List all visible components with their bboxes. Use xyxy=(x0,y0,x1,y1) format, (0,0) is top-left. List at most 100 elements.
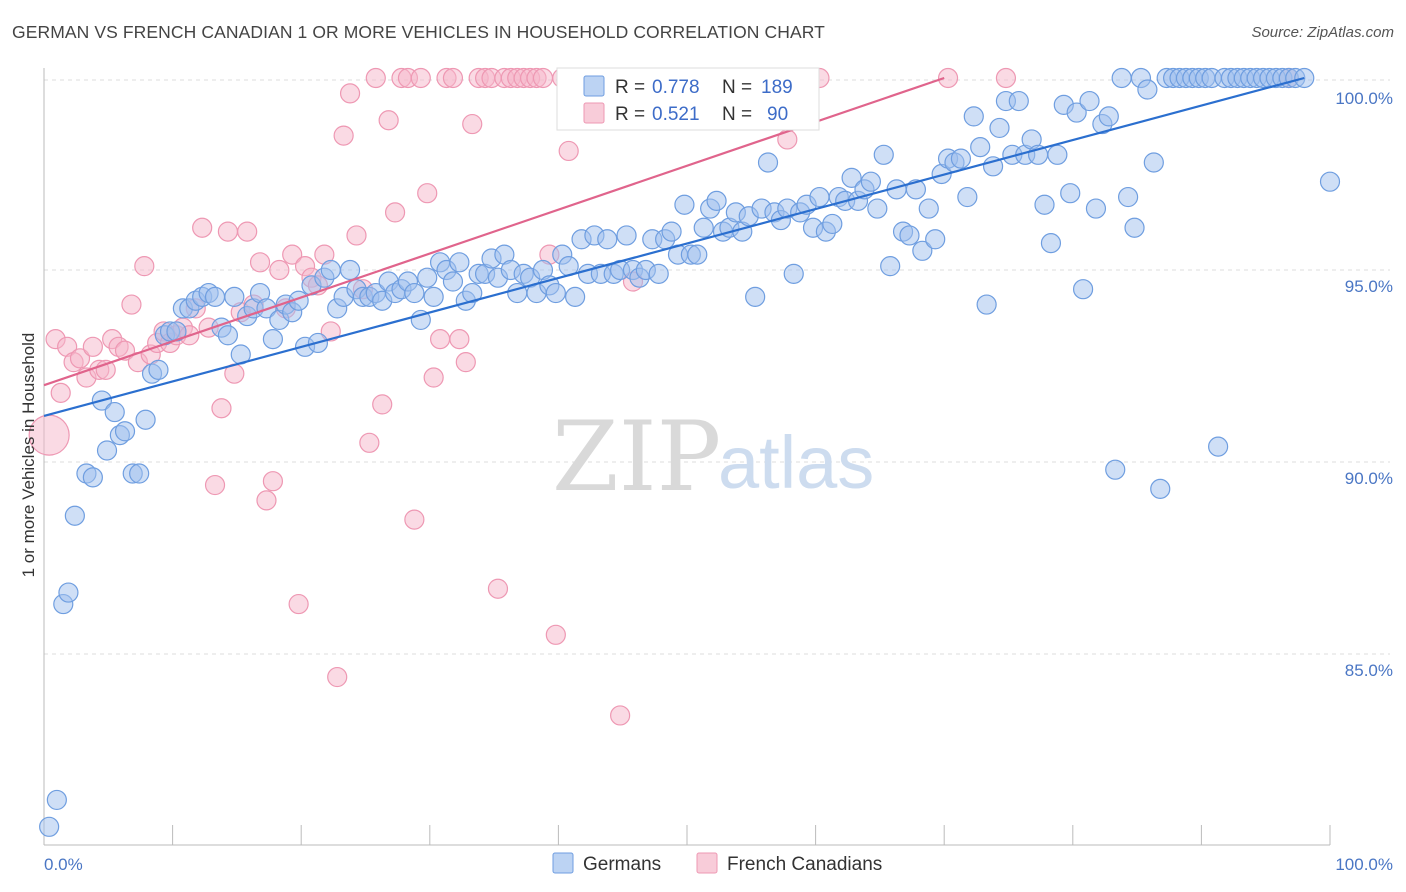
legend-r-label: R = xyxy=(615,104,645,125)
data-point xyxy=(1085,198,1107,219)
x-tick-label: 0.0% xyxy=(44,855,83,874)
data-point xyxy=(114,421,136,442)
bottom-legend-germans: Germans xyxy=(583,854,661,875)
data-point xyxy=(256,490,277,511)
data-point xyxy=(1060,183,1081,204)
data-point xyxy=(320,259,341,281)
legend-r-value: 0.521 xyxy=(652,104,700,125)
y-tick-label: 95.0% xyxy=(1345,277,1393,296)
data-point xyxy=(417,183,438,204)
data-point xyxy=(217,325,238,346)
data-point xyxy=(745,286,766,307)
data-point xyxy=(423,286,444,307)
data-point xyxy=(50,382,71,403)
data-point xyxy=(899,225,920,246)
watermark: ZIP atlas xyxy=(552,401,874,513)
data-point xyxy=(1034,194,1055,215)
top-legend: R = 0.778 N = 189 R = 0.521 N = 90 xyxy=(556,67,820,131)
data-point xyxy=(950,148,972,169)
watermark-atlas: atlas xyxy=(718,421,874,504)
data-point xyxy=(69,348,91,369)
data-point xyxy=(565,286,586,307)
data-point xyxy=(46,789,67,811)
data-point xyxy=(809,186,830,208)
data-point xyxy=(661,221,682,242)
data-point xyxy=(217,221,238,242)
data-point xyxy=(39,816,60,837)
data-point xyxy=(372,394,393,415)
data-point xyxy=(1117,186,1139,208)
chart-source: Source: ZipAtlas.com xyxy=(1251,24,1394,41)
data-point xyxy=(269,259,290,281)
data-point xyxy=(429,329,451,350)
data-point xyxy=(1208,436,1229,457)
data-point xyxy=(610,705,631,726)
data-point xyxy=(1143,152,1164,173)
data-point xyxy=(970,137,991,158)
data-point xyxy=(288,593,309,615)
data-point xyxy=(1079,90,1100,112)
data-point xyxy=(757,152,779,173)
data-point xyxy=(822,213,843,235)
data-point xyxy=(487,578,509,599)
bottom-legend-french-canadians: French Canadians xyxy=(727,854,882,875)
data-point xyxy=(616,225,637,246)
data-point xyxy=(134,256,155,277)
data-point xyxy=(384,202,406,223)
data-point xyxy=(327,666,348,688)
data-point xyxy=(1098,106,1119,127)
data-point xyxy=(860,171,881,192)
data-point xyxy=(648,263,669,284)
data-point xyxy=(404,282,425,304)
bottom-legend: Germans French Canadians xyxy=(552,852,882,875)
data-point xyxy=(121,294,142,315)
bottom-legend-swatch-french-canadians xyxy=(696,852,718,874)
data-point xyxy=(674,194,695,215)
data-point xyxy=(339,259,361,281)
data-point xyxy=(96,440,118,461)
watermark-zip: ZIP xyxy=(552,401,721,513)
axes xyxy=(43,68,1331,846)
data-point xyxy=(1150,478,1171,499)
data-point xyxy=(417,267,438,288)
data-point xyxy=(706,190,727,211)
data-point xyxy=(693,217,714,238)
data-point xyxy=(378,110,399,131)
data-point xyxy=(423,367,444,388)
data-point xyxy=(462,282,483,304)
data-point xyxy=(135,409,156,430)
data-point xyxy=(937,67,959,89)
data-point xyxy=(359,432,380,453)
data-point xyxy=(1137,79,1158,100)
data-point xyxy=(687,244,708,265)
data-point xyxy=(783,263,804,284)
data-point xyxy=(282,244,303,265)
data-point xyxy=(982,156,1004,177)
data-point xyxy=(148,359,169,380)
data-point xyxy=(912,240,933,261)
french-canadians-points xyxy=(28,67,1299,726)
legend-n-value: 90 xyxy=(767,104,788,125)
data-point xyxy=(224,286,245,307)
data-point xyxy=(64,505,85,526)
x-tick-label: 100.0% xyxy=(1335,855,1393,874)
data-point xyxy=(365,67,386,89)
y-axis-label: 1 or more Vehicles in Household xyxy=(19,333,38,578)
data-point xyxy=(249,252,271,273)
y-tick-label: 85.0% xyxy=(1345,661,1393,680)
data-point xyxy=(449,329,470,350)
data-point xyxy=(905,179,927,200)
chart-title: GERMAN VS FRENCH CANADIAN 1 OR MORE VEHI… xyxy=(12,22,825,42)
data-point xyxy=(346,225,367,246)
legend-r-label: R = xyxy=(615,77,645,98)
data-point xyxy=(1105,459,1126,480)
data-point xyxy=(1047,144,1068,165)
data-point xyxy=(925,229,946,250)
data-point xyxy=(449,252,470,273)
data-point xyxy=(558,140,579,162)
data-point xyxy=(976,294,997,315)
data-point xyxy=(204,474,226,496)
data-point xyxy=(442,67,464,89)
data-point xyxy=(1072,279,1094,300)
data-point xyxy=(192,217,213,238)
